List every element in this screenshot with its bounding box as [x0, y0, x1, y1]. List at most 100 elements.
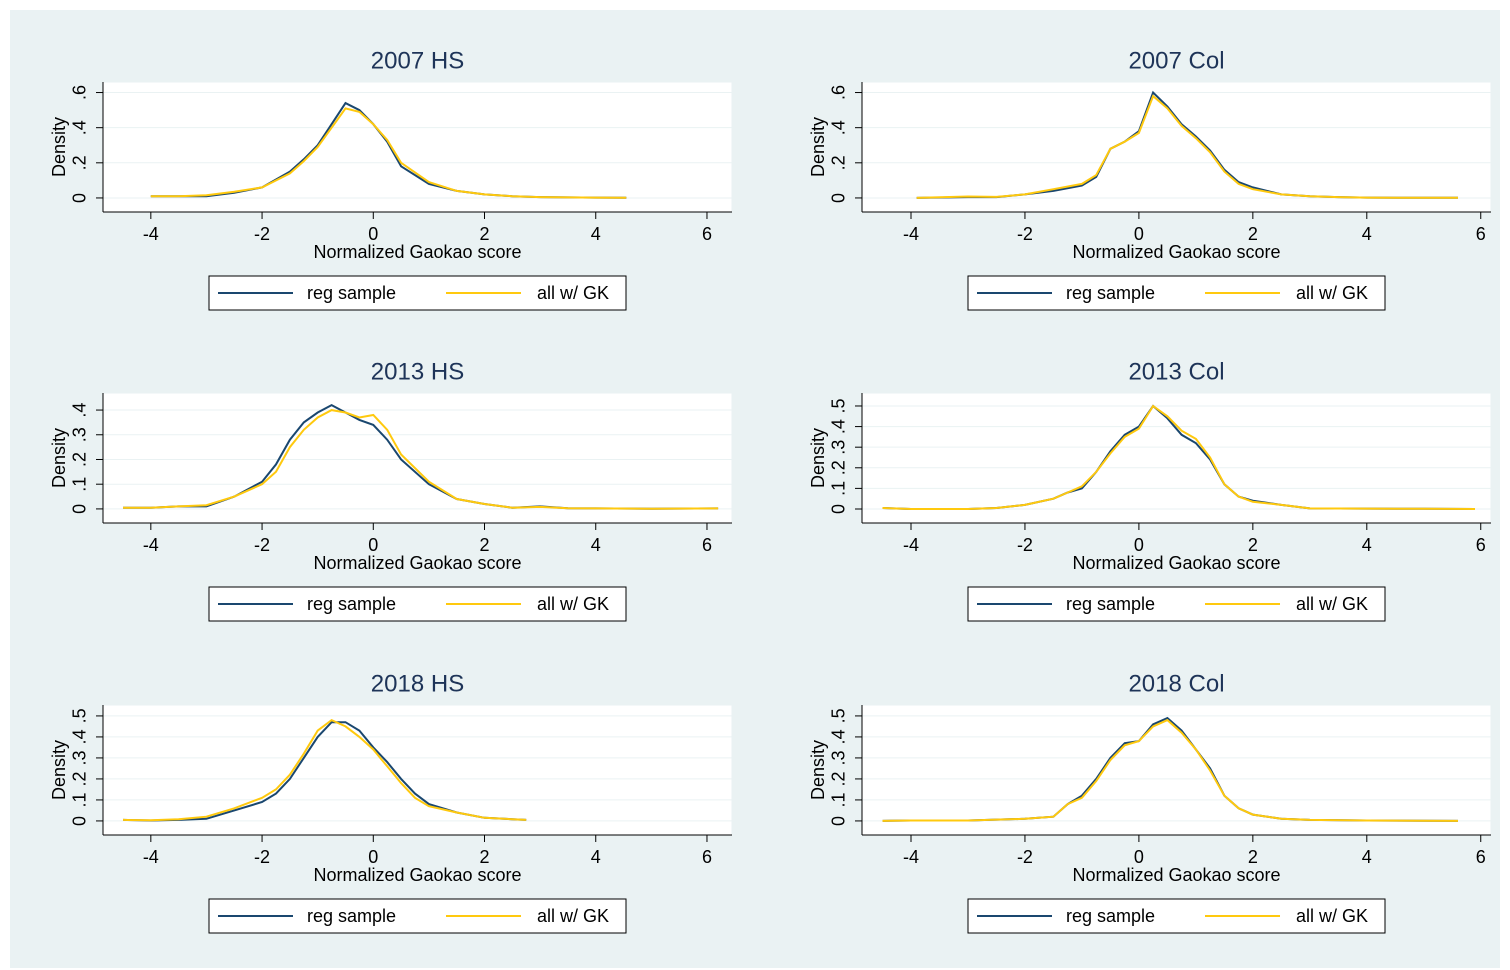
x-tick-label: -4	[143, 847, 159, 867]
x-tick-label: 2	[480, 847, 490, 867]
y-tick-label: .1	[70, 792, 90, 807]
y-tick-label: .2	[829, 460, 849, 475]
y-tick-label: .3	[829, 750, 849, 765]
x-tick-label: 4	[591, 224, 601, 244]
x-axis-title: Normalized Gaokao score	[313, 865, 521, 885]
x-tick-label: 2	[480, 535, 490, 555]
legend-label: reg sample	[307, 283, 396, 303]
legend-label: reg sample	[1066, 906, 1155, 926]
y-axis-title: Density	[808, 740, 828, 800]
y-axis-title: Density	[808, 117, 828, 177]
legend-label: all w/ GK	[1296, 594, 1368, 614]
y-tick-label: .1	[70, 477, 90, 492]
x-tick-label: 6	[702, 224, 712, 244]
legend-label: reg sample	[1066, 283, 1155, 303]
y-tick-label: .6	[829, 85, 849, 100]
y-tick-label: 0	[829, 193, 849, 203]
x-tick-label: 0	[368, 847, 378, 867]
x-axis-title: Normalized Gaokao score	[1072, 865, 1280, 885]
x-tick-label: 2	[1248, 535, 1258, 555]
x-tick-label: 6	[1476, 224, 1486, 244]
y-tick-label: .4	[829, 419, 849, 434]
x-tick-label: 6	[702, 847, 712, 867]
y-tick-label: .2	[829, 771, 849, 786]
legend-label: all w/ GK	[537, 594, 609, 614]
y-tick-label: .1	[829, 481, 849, 496]
density-line	[882, 404, 1476, 510]
x-tick-label: 0	[1134, 847, 1144, 867]
y-axis-title: Density	[808, 428, 828, 488]
x-tick-label: -2	[1017, 224, 1033, 244]
legend-box	[967, 898, 1386, 934]
chart-title: 2013 HS	[371, 358, 464, 385]
chart-title: 2007 Col	[1128, 47, 1224, 74]
y-tick-label: .2	[829, 155, 849, 170]
y-tick-label: .3	[829, 440, 849, 455]
x-tick-label: 2	[480, 224, 490, 244]
y-tick-label: 0	[70, 816, 90, 826]
plot-area	[102, 392, 733, 524]
legend-label: all w/ GK	[1296, 906, 1368, 926]
legend-box	[208, 898, 627, 934]
y-tick-label: .2	[70, 155, 90, 170]
x-tick-label: 6	[702, 535, 712, 555]
x-tick-label: 4	[1362, 535, 1372, 555]
y-tick-label: .3	[70, 427, 90, 442]
y-axis-title: Density	[49, 740, 69, 800]
y-tick-label: .2	[70, 771, 90, 786]
x-tick-label: -4	[903, 224, 919, 244]
x-tick-label: 4	[591, 847, 601, 867]
density-line	[122, 718, 527, 822]
x-tick-label: 4	[1362, 224, 1372, 244]
plot-area	[861, 81, 1492, 213]
y-tick-label: .4	[829, 120, 849, 135]
y-tick-label: 0	[70, 504, 90, 514]
y-tick-label: 0	[829, 504, 849, 514]
x-tick-label: -4	[903, 847, 919, 867]
y-axis-title: Density	[49, 428, 69, 488]
y-tick-label: 0	[829, 816, 849, 826]
legend-label: reg sample	[307, 906, 396, 926]
x-tick-label: -2	[1017, 535, 1033, 555]
plot-area	[102, 704, 733, 836]
x-tick-label: 0	[1134, 224, 1144, 244]
y-tick-label: .2	[70, 452, 90, 467]
chart-title: 2013 Col	[1128, 358, 1224, 385]
x-tick-label: -4	[143, 535, 159, 555]
x-tick-label: -4	[903, 535, 919, 555]
chart-title: 2018 HS	[371, 670, 464, 697]
y-tick-label: .4	[70, 729, 90, 744]
legend-label: all w/ GK	[537, 906, 609, 926]
x-tick-label: -2	[254, 535, 270, 555]
plot-area	[861, 704, 1492, 836]
x-tick-label: -2	[254, 224, 270, 244]
legend-label: reg sample	[307, 594, 396, 614]
x-tick-label: 2	[1248, 847, 1258, 867]
y-axis-title: Density	[49, 117, 69, 177]
y-tick-label: .4	[70, 120, 90, 135]
x-tick-label: 6	[1476, 847, 1486, 867]
y-tick-label: .5	[829, 708, 849, 723]
plot-area	[861, 392, 1492, 524]
x-tick-label: -4	[143, 224, 159, 244]
x-axis-title: Normalized Gaokao score	[1072, 553, 1280, 573]
density-line	[882, 718, 1459, 822]
x-tick-label: 4	[1362, 847, 1372, 867]
x-axis-title: Normalized Gaokao score	[313, 242, 521, 262]
y-tick-label: .6	[70, 85, 90, 100]
legend-label: all w/ GK	[537, 283, 609, 303]
x-tick-label: 0	[1134, 535, 1144, 555]
x-tick-label: 0	[368, 535, 378, 555]
y-tick-label: .1	[829, 792, 849, 807]
x-tick-label: 0	[368, 224, 378, 244]
y-tick-label: .5	[829, 398, 849, 413]
y-tick-label: .4	[70, 403, 90, 418]
y-tick-label: .3	[70, 750, 90, 765]
legend-label: all w/ GK	[1296, 283, 1368, 303]
chart-title: 2018 Col	[1128, 670, 1224, 697]
x-axis-title: Normalized Gaokao score	[1072, 242, 1280, 262]
y-tick-label: .4	[829, 729, 849, 744]
x-tick-label: -2	[1017, 847, 1033, 867]
chart-title: 2007 HS	[371, 47, 464, 74]
